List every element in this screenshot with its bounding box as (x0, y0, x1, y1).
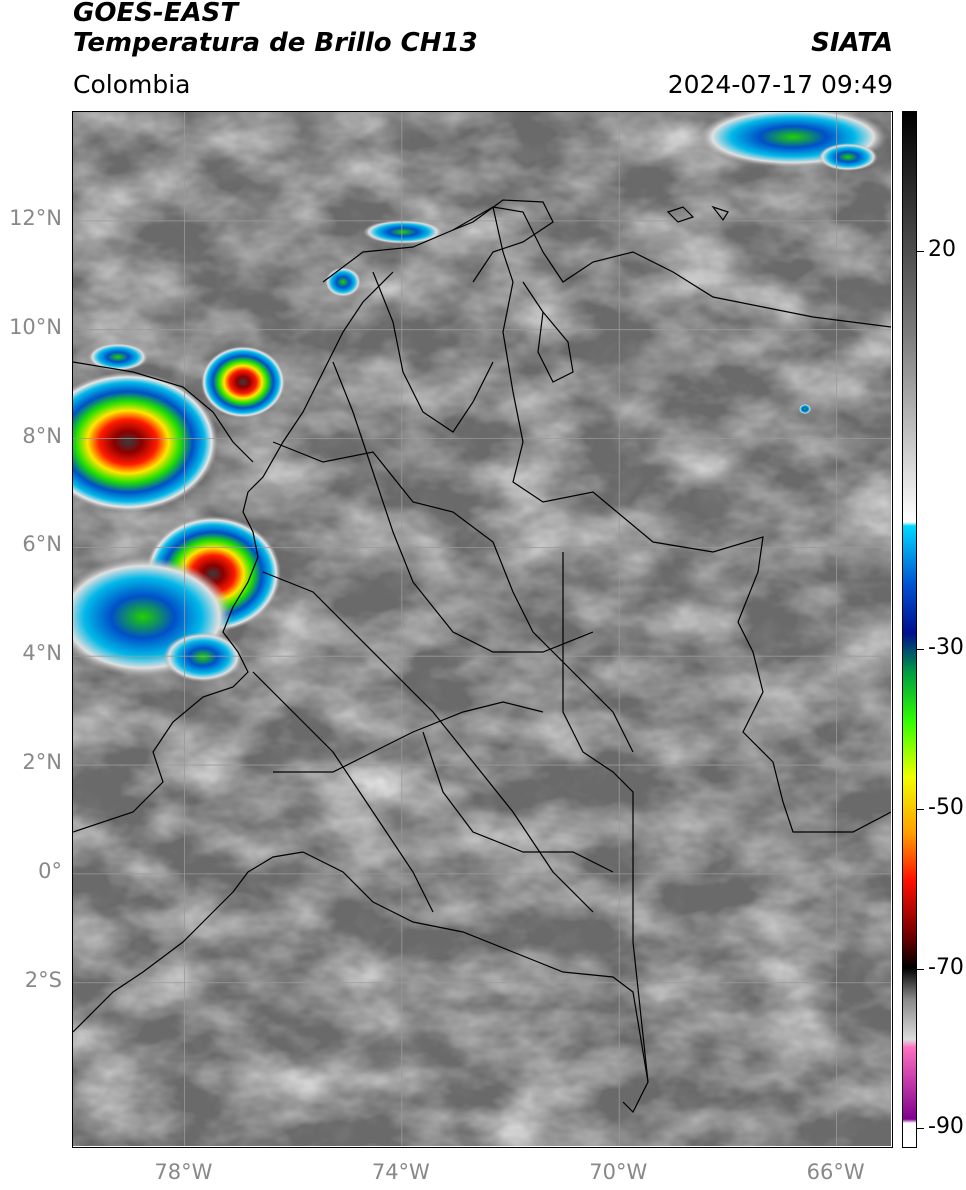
department-borders-4 (332, 361, 594, 653)
colorbar-label: -50 (928, 794, 964, 820)
longitude-label: 66°W (806, 1160, 865, 1184)
coastline-and-borders (73, 199, 891, 1114)
department-borders-3 (252, 671, 434, 913)
colorbar-label: -70 (928, 954, 964, 980)
pacific-coast (73, 271, 394, 833)
latitude-label: 2°S (24, 967, 62, 992)
latitude-label: 4°N (22, 641, 62, 666)
storm-cell (163, 632, 243, 682)
colorbar-tick (917, 649, 924, 651)
longitude-label: 70°W (589, 1160, 648, 1184)
longitude-label: 74°W (371, 1160, 430, 1184)
colorbar-tick (917, 250, 924, 252)
ecuador-coast (73, 851, 304, 1033)
colombia-border-south (302, 851, 649, 1114)
colorbar-label: -90 (928, 1114, 964, 1140)
latitude-label: 2°N (22, 750, 62, 775)
product-title: Temperatura de Brillo CH13 (73, 28, 478, 58)
latitude-label: 12°N (9, 205, 62, 230)
storm-cell (363, 220, 443, 244)
maracaibo-lake (522, 281, 574, 383)
department-borders-5 (372, 271, 494, 433)
latitude-label: 10°N (9, 314, 62, 339)
datetime-label: 2024-07-17 09:49 (667, 70, 893, 99)
storm-cell (201, 346, 285, 418)
graticule (73, 112, 891, 1146)
storm-cell (799, 404, 811, 414)
storm-cell (88, 343, 148, 371)
aruba-curacao (666, 205, 729, 223)
latitude-label: 8°N (22, 423, 62, 448)
colorbar-label: 20 (928, 236, 956, 262)
caribbean-coast (322, 206, 891, 328)
convective-storms (73, 112, 888, 682)
department-borders-7 (422, 731, 614, 873)
colorbar (902, 111, 917, 1148)
colorbar-tick (917, 968, 924, 970)
storm-cell (73, 372, 218, 512)
department-borders-6 (273, 701, 544, 773)
organization-label: SIATA (811, 28, 893, 58)
storm-cell (818, 143, 878, 171)
department-borders-1 (272, 441, 634, 753)
colombia-border-east (492, 206, 891, 833)
guajira-peninsula (452, 199, 554, 283)
region-label: Colombia (73, 70, 191, 99)
satellite-map (72, 111, 893, 1148)
satellite-title: GOES-EAST (73, 0, 239, 28)
storm-cell (325, 267, 361, 297)
panama-coast (73, 361, 254, 463)
colorbar-tick (917, 1128, 924, 1130)
latitude-label: 6°N (22, 532, 62, 557)
colorbar-label: -30 (928, 635, 964, 661)
venezuela-brazil-border (562, 552, 649, 1083)
map-canvas (73, 112, 891, 1146)
latitude-label: 0° (38, 858, 62, 883)
longitude-label: 78°W (154, 1160, 213, 1184)
colorbar-tick (917, 808, 924, 810)
